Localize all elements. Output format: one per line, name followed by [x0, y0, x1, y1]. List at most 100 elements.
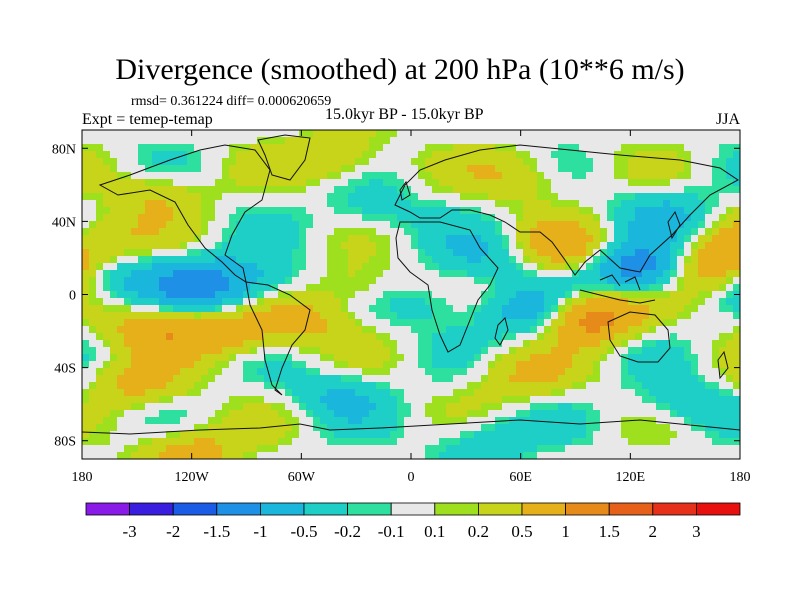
- field-cell: [327, 221, 335, 229]
- field-cell: [96, 242, 104, 250]
- field-cell: [453, 235, 461, 243]
- field-cell: [481, 312, 489, 320]
- field-cell: [411, 277, 419, 285]
- field-cell: [159, 305, 167, 313]
- field-cell: [215, 382, 223, 390]
- field-cell: [551, 263, 559, 271]
- field-cell: [488, 158, 496, 166]
- field-cell: [299, 354, 307, 362]
- field-cell: [103, 354, 111, 362]
- field-cell: [467, 158, 475, 166]
- field-cell: [586, 438, 594, 446]
- field-cell: [530, 431, 538, 439]
- field-cell: [418, 130, 426, 138]
- field-cell: [152, 144, 160, 152]
- field-cell: [698, 242, 706, 250]
- field-cell: [327, 410, 335, 418]
- field-cell: [726, 396, 734, 404]
- field-cell: [719, 333, 727, 341]
- field-cell: [369, 165, 377, 173]
- field-cell: [488, 165, 496, 173]
- field-cell: [355, 277, 363, 285]
- field-cell: [376, 305, 384, 313]
- field-cell: [117, 410, 125, 418]
- field-cell: [635, 361, 643, 369]
- field-cell: [208, 424, 216, 432]
- field-cell: [250, 410, 258, 418]
- field-cell: [502, 151, 510, 159]
- field-cell: [425, 228, 433, 236]
- field-cell: [677, 326, 685, 334]
- field-cell: [362, 221, 370, 229]
- field-cell: [355, 375, 363, 383]
- field-cell: [103, 214, 111, 222]
- field-cell: [313, 361, 321, 369]
- field-cell: [376, 228, 384, 236]
- field-cell: [103, 319, 111, 327]
- field-cell: [523, 200, 531, 208]
- field-cell: [523, 368, 531, 376]
- field-cell: [208, 270, 216, 278]
- field-cell: [201, 172, 209, 180]
- field-cell: [397, 207, 405, 215]
- field-cell: [236, 221, 244, 229]
- field-cell: [208, 452, 216, 459]
- field-cell: [705, 291, 713, 299]
- field-cell: [334, 270, 342, 278]
- field-cell: [404, 375, 412, 383]
- field-cell: [621, 277, 629, 285]
- field-cell: [103, 424, 111, 432]
- field-cell: [439, 130, 447, 138]
- field-cell: [411, 298, 419, 306]
- field-cell: [299, 137, 307, 145]
- field-cell: [285, 396, 293, 404]
- field-cell: [173, 382, 181, 390]
- field-cell: [96, 270, 104, 278]
- field-cell: [565, 263, 573, 271]
- field-cell: [187, 221, 195, 229]
- field-cell: [215, 158, 223, 166]
- field-cell: [159, 452, 167, 459]
- field-cell: [530, 214, 538, 222]
- field-cell: [467, 312, 475, 320]
- field-cell: [110, 284, 118, 292]
- field-cell: [383, 396, 391, 404]
- field-cell: [355, 438, 363, 446]
- field-cell: [180, 291, 188, 299]
- field-cell: [558, 305, 566, 313]
- field-cell: [600, 396, 608, 404]
- field-cell: [481, 326, 489, 334]
- field-cell: [264, 284, 272, 292]
- field-cell: [558, 270, 566, 278]
- field-cell: [152, 228, 160, 236]
- field-cell: [306, 312, 314, 320]
- field-cell: [348, 389, 356, 397]
- field-cell: [712, 186, 720, 194]
- field-cell: [726, 319, 734, 327]
- field-cell: [117, 186, 125, 194]
- field-cell: [250, 319, 258, 327]
- field-cell: [614, 242, 622, 250]
- field-cell: [705, 445, 713, 453]
- field-cell: [397, 179, 405, 187]
- field-cell: [159, 319, 167, 327]
- field-cell: [264, 186, 272, 194]
- field-cell: [677, 249, 685, 257]
- field-cell: [222, 438, 230, 446]
- field-cell: [145, 382, 153, 390]
- field-cell: [544, 375, 552, 383]
- field-cell: [516, 165, 524, 173]
- field-cell: [460, 256, 468, 264]
- field-cell: [614, 256, 622, 264]
- field-cell: [152, 326, 160, 334]
- field-cell: [705, 200, 713, 208]
- field-cell: [663, 165, 671, 173]
- field-cell: [579, 312, 587, 320]
- field-cell: [628, 305, 636, 313]
- field-cell: [362, 305, 370, 313]
- field-cell: [495, 193, 503, 201]
- field-cell: [516, 410, 524, 418]
- field-cell: [138, 284, 146, 292]
- field-cell: [628, 340, 636, 348]
- field-cell: [166, 333, 174, 341]
